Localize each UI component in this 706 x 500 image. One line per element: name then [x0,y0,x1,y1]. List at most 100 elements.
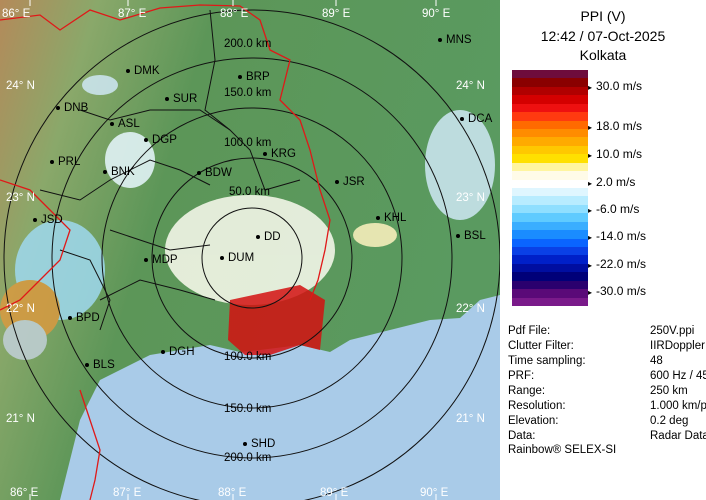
lat-label-21-left: 21° N [6,413,35,425]
info-row: Range: 250 km [508,385,688,397]
range-label-200-south: 200.0 km [224,452,271,464]
range-label-100-south: 100.0 km [224,351,271,363]
tick-minus-22: -22.0 m/s [588,258,646,272]
color-swatch [512,204,588,214]
info-value: 0.2 deg [650,415,689,427]
color-swatch [512,120,588,130]
color-swatch [512,103,588,113]
grid-ticks [29,0,437,500]
info-row: Elevation: 0.2 deg [508,415,688,427]
color-swatch [512,162,588,172]
range-rings [3,9,500,500]
station-dmk: DMK [134,65,160,77]
color-swatch [512,297,588,307]
lon-label-89-top: 89° E [322,8,351,20]
lon-label-86-top: 86° E [2,8,31,20]
info-key: Resolution: [508,400,566,412]
velocity-color-scale [512,70,588,307]
color-swatch [512,154,588,164]
lat-label-23-right: 23° N [456,192,485,204]
district-borders [39,9,301,331]
station-asl: ASL [118,118,140,130]
datetime-label: 12:42 / 07-Oct-2025 [540,28,666,44]
info-value: 250V.ppi [650,325,695,337]
lat-label-23-left: 23° N [6,192,35,204]
color-swatch [512,230,588,240]
lat-label-24-right: 24° N [456,80,485,92]
tick-10: 10.0 m/s [588,148,642,162]
vendor-footer: Rainbow® SELEX-SI [508,444,617,456]
lon-label-90-bottom: 90° E [420,487,449,499]
info-value: 600 Hz / 450 Hz [650,370,706,382]
radar-map: 86° E 87° E 88° E 89° E 90° E 86° E 87° … [0,0,500,500]
station-mns: MNS [446,34,472,46]
color-swatch [512,78,588,88]
lon-label-88-top: 88° E [220,8,249,20]
sundarbans-echo [228,285,325,355]
color-swatch [512,145,588,155]
lat-label-24-left: 24° N [6,80,35,92]
product-title: PPI (V) [580,8,626,24]
color-swatch [512,86,588,96]
info-row: PRF: 600 Hz / 450 Hz [508,370,706,382]
tick-minus-30: -30.0 m/s [588,285,646,299]
station-mdp: MDP [152,254,178,266]
info-value: IIRDoppler 7 [650,340,706,352]
info-row: Pdf File: 250V.ppi [508,325,694,337]
info-key: Time sampling: [508,355,586,367]
color-swatch [512,221,588,231]
international-border [0,4,331,500]
color-swatch [512,238,588,248]
legend-panel: PPI (V) 12:42 / 07-Oct-2025 Kolkata 30.0… [500,0,706,500]
color-swatch [512,137,588,147]
station-bnk: BNK [111,166,135,178]
info-value: 48 [650,355,663,367]
info-row: Data: Radar Data [508,430,706,442]
station-bpd: BPD [76,312,100,324]
color-swatch [512,129,588,138]
station-jsd: JSD [41,214,63,226]
tick-2: 2.0 m/s [588,176,635,190]
info-row: Resolution: 1.000 km/pixel [508,400,706,412]
color-swatch [512,70,588,79]
info-row: Clutter Filter: IIRDoppler 7 [508,340,706,352]
tick-minus-14: -14.0 m/s [588,230,646,244]
lat-label-22-left: 22° N [6,303,35,315]
tick-18: 18.0 m/s [588,120,642,134]
color-swatch [512,255,588,265]
lon-label-86-bottom: 86° E [10,487,39,499]
station-name: Kolkata [579,47,627,63]
info-key: Elevation: [508,415,559,427]
station-bls: BLS [93,359,115,371]
range-label-150-north: 150.0 km [224,87,271,99]
info-value: 250 km [650,385,688,397]
station-dnb: DNB [64,102,89,114]
info-value: Radar Data [650,430,706,442]
station-bdw: BDW [205,167,232,179]
color-swatch [512,263,588,273]
color-swatch [512,179,588,189]
color-swatch [512,272,588,282]
info-key: Data: [508,430,536,442]
tick-minus-6: -6.0 m/s [588,203,639,217]
color-swatch [512,171,588,181]
tick-30: 30.0 m/s [588,80,642,94]
station-prl: PRL [58,156,81,168]
color-swatch [512,112,588,122]
lon-label-88-bottom: 88° E [218,487,247,499]
range-label-200-north: 200.0 km [224,38,271,50]
station-dgh: DGH [169,346,195,358]
station-brp: BRP [246,71,270,83]
range-label-100-north: 100.0 km [224,137,271,149]
info-key: Clutter Filter: [508,340,574,352]
info-key: Range: [508,385,546,397]
station-jsr: JSR [343,176,365,188]
color-swatch [512,247,588,256]
station-krg: KRG [271,148,296,160]
station-dca: DCA [468,113,493,125]
lat-label-21-right: 21° N [456,413,485,425]
station-dgp: DGP [152,134,177,146]
range-label-50: 50.0 km [229,186,270,198]
station-shd: SHD [251,438,275,450]
color-swatch [512,196,588,206]
